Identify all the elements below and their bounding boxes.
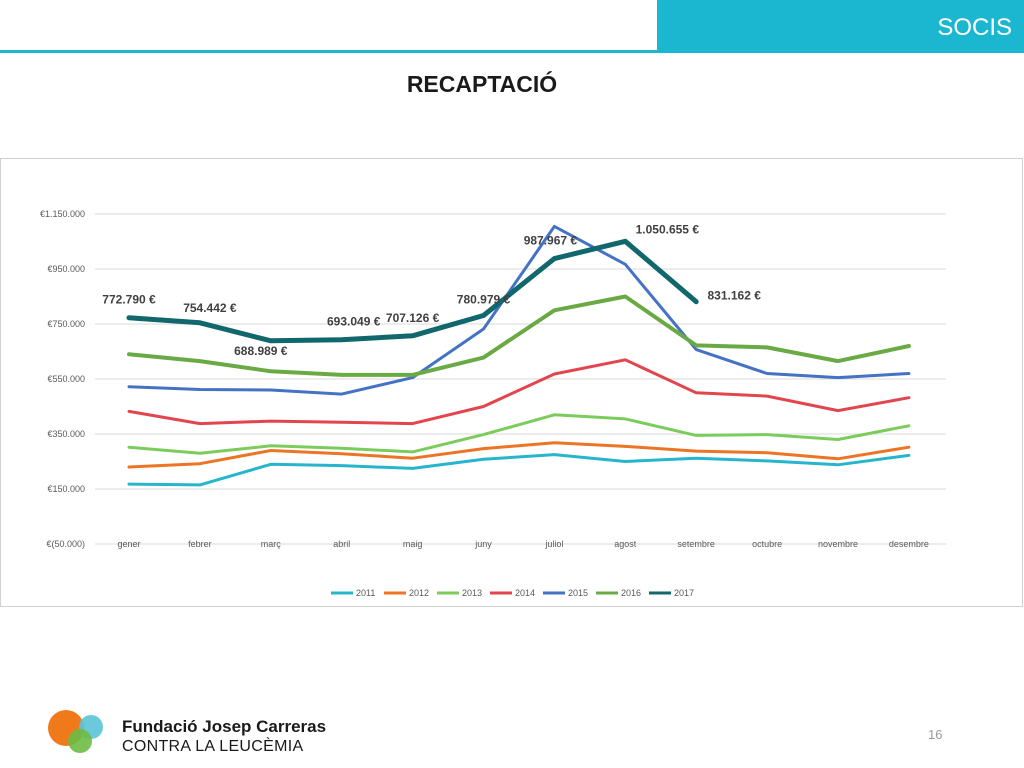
organization-name: Fundació Josep Carreras <box>122 717 327 736</box>
legend-label: 2016 <box>621 588 641 598</box>
series-line-2013 <box>127 413 911 455</box>
legend-label: 2015 <box>568 588 588 598</box>
page-number: 16 <box>928 727 943 742</box>
x-tick-label: octubre <box>752 539 782 549</box>
header-band: SOCIS <box>657 0 1024 53</box>
x-tick-label: desembre <box>889 539 929 549</box>
gridlines <box>95 213 946 545</box>
series-line-2017 <box>126 238 699 344</box>
header-accent-line <box>0 50 658 53</box>
legend-label: 2017 <box>674 588 694 598</box>
line-chart: €(50.000) €150.000 €350.000 €550.000 €750.00… <box>40 209 946 598</box>
series-line-2016 <box>127 294 911 377</box>
x-tick-label: març <box>261 539 281 549</box>
series-line-2011 <box>127 453 911 487</box>
data-label: 707.126 € <box>386 311 440 325</box>
series-line-2012 <box>127 441 911 469</box>
x-tick-label: maig <box>403 539 423 549</box>
data-label: 772.790 € <box>102 293 156 307</box>
logo-green-circle <box>68 729 92 753</box>
y-tick-label: €750.000 <box>47 319 85 329</box>
y-axis-tick-labels: €(50.000) €150.000 €350.000 €550.000 €750.00… <box>40 209 85 549</box>
data-label: 831.162 € <box>708 289 762 303</box>
data-label: 754.442 € <box>183 301 237 315</box>
x-tick-label: juliol <box>544 539 563 549</box>
organization-subtitle: CONTRA LA LEUCÈMIA <box>122 738 304 755</box>
series-line-2014 <box>127 358 911 426</box>
x-tick-label: abril <box>333 539 350 549</box>
legend-label: 2014 <box>515 588 535 598</box>
data-label: 780.979 € <box>457 292 511 306</box>
legend-label: 2011 <box>356 588 375 598</box>
data-label: 693.049 € <box>327 315 381 329</box>
data-label: 688.989 € <box>234 344 288 358</box>
x-tick-label: agost <box>614 539 637 549</box>
x-axis-tick-labels: gener febrer març abril maig juny juliol agost s… <box>117 539 928 549</box>
data-label: 987.967 € <box>524 234 578 248</box>
y-tick-label: €350.000 <box>47 429 85 439</box>
legend-label: 2013 <box>462 588 482 598</box>
data-labels: 772.790 € 754.442 € 688.989 € 693.049 € 707.… <box>102 222 761 357</box>
x-tick-label: juny <box>474 539 492 549</box>
x-tick-label: setembre <box>677 539 715 549</box>
x-tick-label: febrer <box>188 539 212 549</box>
y-tick-label: €1.150.000 <box>40 209 85 219</box>
section-label: SOCIS <box>937 14 1012 41</box>
data-label: 1.050.655 € <box>636 222 700 236</box>
series-line-2015 <box>127 224 911 396</box>
slide-title: RECAPTACIÓ <box>406 71 558 97</box>
series-lines <box>126 224 911 487</box>
y-tick-label: €(50.000) <box>46 539 85 549</box>
x-tick-label: novembre <box>818 539 858 549</box>
y-tick-label: €150.000 <box>47 484 85 494</box>
y-tick-label: €950.000 <box>47 264 85 274</box>
x-tick-label: gener <box>117 539 140 549</box>
foundation-logo <box>48 710 103 753</box>
legend-label: 2012 <box>409 588 429 598</box>
chart-frame <box>0 158 1023 607</box>
y-tick-label: €550.000 <box>47 374 85 384</box>
legend: 2011 2012 2013 2014 2015 2016 2017 <box>331 588 694 598</box>
